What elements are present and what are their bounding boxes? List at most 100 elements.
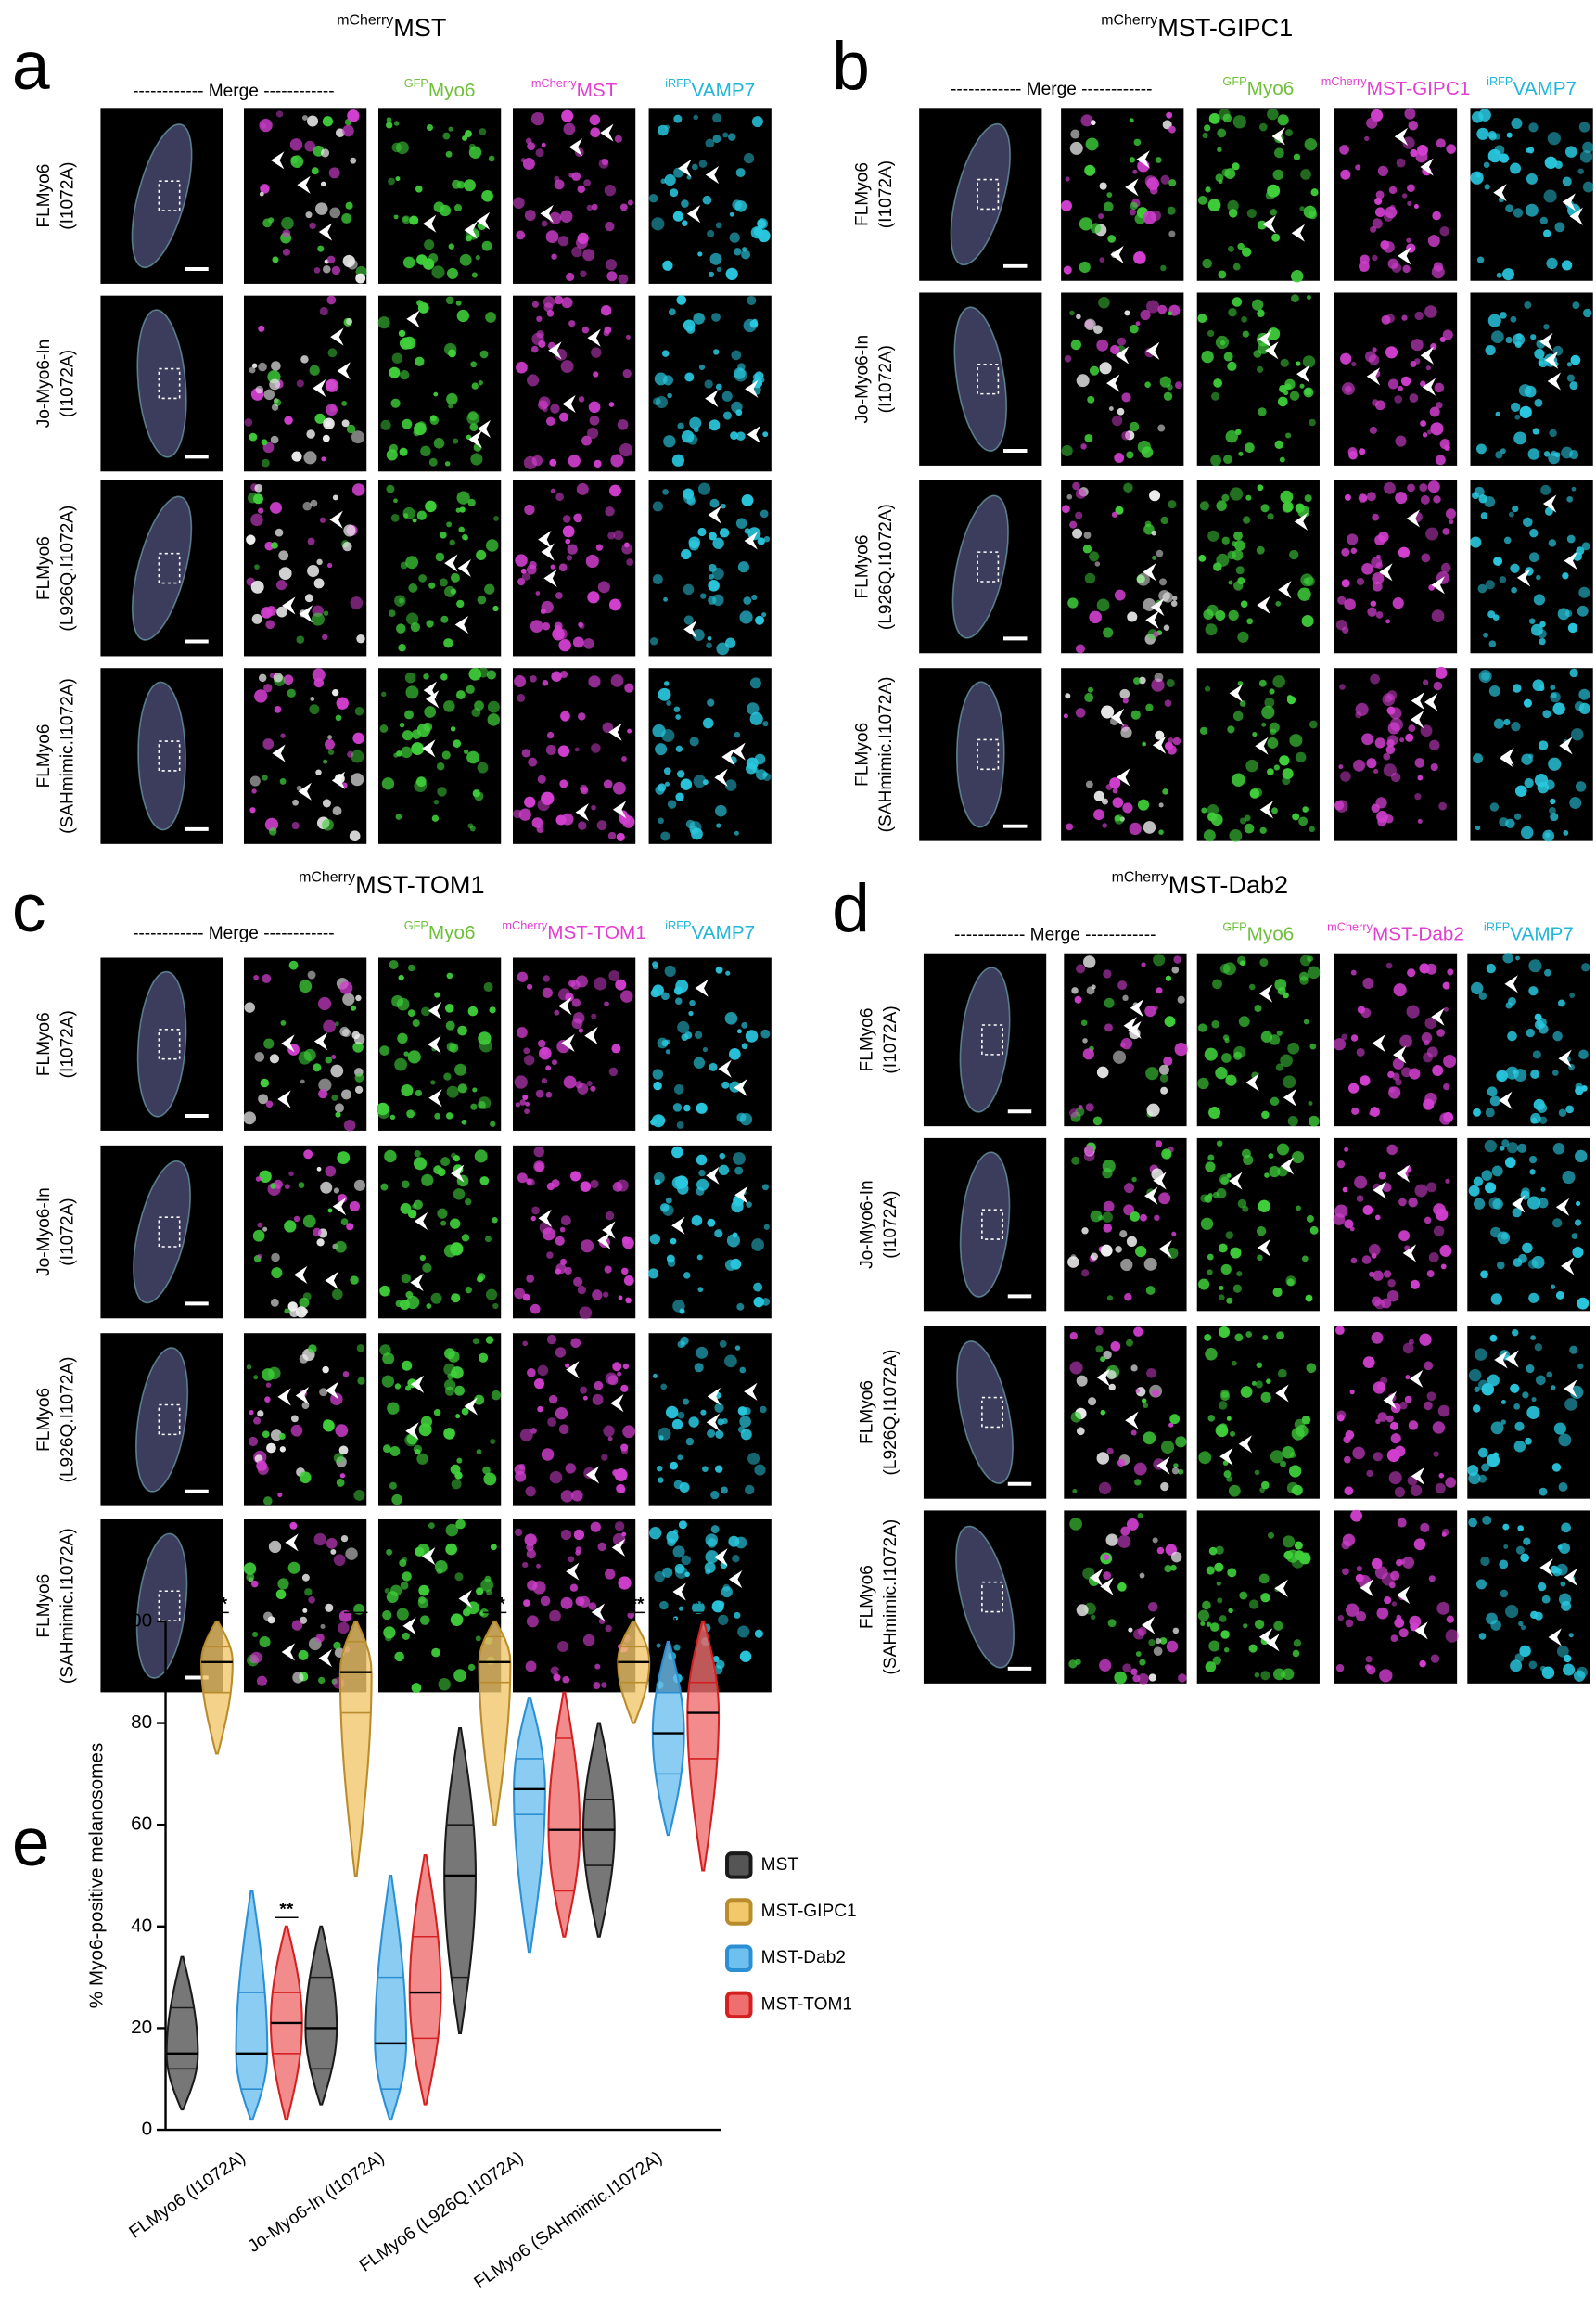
row-label: Jo-Myo6-In bbox=[853, 335, 873, 424]
granule bbox=[1132, 1674, 1141, 1683]
granule bbox=[1510, 315, 1517, 323]
cell-image bbox=[923, 953, 1047, 1127]
granule bbox=[1528, 986, 1539, 996]
granule bbox=[470, 361, 478, 368]
granule bbox=[1430, 422, 1444, 436]
granule bbox=[1484, 184, 1490, 190]
granule bbox=[1276, 1331, 1284, 1340]
granule bbox=[1500, 1232, 1509, 1240]
granule bbox=[1094, 561, 1101, 567]
granule bbox=[443, 700, 455, 712]
row-label: (SAHmimic.I1072A) bbox=[876, 677, 896, 833]
arrowhead bbox=[464, 1397, 478, 1416]
granule bbox=[709, 252, 722, 265]
granule bbox=[522, 1561, 529, 1569]
granule bbox=[754, 1629, 763, 1638]
granule bbox=[564, 1266, 572, 1275]
granule bbox=[1566, 374, 1576, 382]
granule bbox=[1144, 1006, 1156, 1018]
arrowhead bbox=[747, 425, 761, 444]
zoom-image bbox=[648, 1145, 772, 1319]
arrowhead bbox=[1110, 708, 1125, 726]
channel-superscript: iRFP bbox=[665, 76, 691, 90]
arrowhead bbox=[1294, 512, 1309, 531]
granule bbox=[550, 488, 556, 494]
granule bbox=[284, 416, 293, 425]
granule bbox=[608, 598, 621, 611]
granule bbox=[683, 615, 694, 625]
granule bbox=[563, 122, 576, 135]
granule bbox=[704, 379, 713, 389]
granule bbox=[1513, 1258, 1523, 1267]
granule bbox=[387, 1402, 400, 1415]
granule bbox=[1350, 1509, 1362, 1522]
granule bbox=[1223, 1470, 1232, 1479]
arrowhead bbox=[1106, 374, 1120, 392]
granule bbox=[405, 1290, 414, 1299]
arrowhead bbox=[422, 1547, 436, 1566]
significance: *** bbox=[207, 1595, 228, 1614]
granule bbox=[1447, 968, 1454, 976]
granule bbox=[1577, 168, 1584, 174]
granule bbox=[1132, 677, 1141, 685]
arrowhead bbox=[1115, 346, 1130, 365]
granule bbox=[1087, 395, 1095, 404]
granule bbox=[462, 1608, 471, 1617]
granule bbox=[1308, 211, 1318, 220]
arrowhead bbox=[1245, 1073, 1259, 1092]
granule bbox=[1304, 388, 1312, 396]
granule bbox=[1119, 1230, 1128, 1238]
granule bbox=[542, 987, 553, 998]
granule bbox=[1130, 1211, 1140, 1222]
granule bbox=[250, 1580, 259, 1588]
granule bbox=[382, 1609, 392, 1621]
granule bbox=[1134, 1479, 1142, 1486]
granule bbox=[1383, 763, 1397, 777]
row-label: (SAHmimic.I1072A) bbox=[57, 1528, 77, 1684]
arrowhead bbox=[299, 605, 313, 623]
zoom-image bbox=[1064, 1137, 1187, 1312]
arrowhead bbox=[1291, 224, 1306, 242]
granule bbox=[258, 1094, 269, 1105]
granule bbox=[1166, 111, 1173, 119]
granule bbox=[1510, 162, 1522, 174]
granule bbox=[1414, 793, 1422, 801]
granule bbox=[1239, 817, 1247, 825]
title-main: MST-GIPC1 bbox=[1157, 13, 1293, 42]
channel-name: Myo6 bbox=[428, 922, 476, 943]
granule bbox=[1386, 1144, 1398, 1156]
granule bbox=[537, 1364, 549, 1377]
granule bbox=[334, 1103, 345, 1113]
granule bbox=[1277, 114, 1289, 126]
granule bbox=[255, 385, 264, 394]
granule bbox=[275, 1589, 287, 1600]
granule bbox=[1510, 1383, 1520, 1393]
arrowhead bbox=[561, 1033, 575, 1053]
granule bbox=[455, 300, 462, 306]
row-label: (L926Q.I1072A) bbox=[881, 1349, 900, 1475]
granule bbox=[1063, 713, 1068, 719]
granule bbox=[724, 637, 736, 648]
granule bbox=[526, 1178, 533, 1185]
granule bbox=[443, 1072, 452, 1081]
granule bbox=[317, 245, 325, 252]
granule bbox=[290, 1424, 303, 1437]
granule bbox=[1092, 1116, 1103, 1126]
granule bbox=[1490, 1293, 1503, 1305]
granule bbox=[652, 501, 663, 512]
granule bbox=[588, 401, 601, 414]
row-label: (I1072A) bbox=[57, 161, 77, 229]
granule bbox=[1223, 962, 1236, 976]
granule bbox=[1424, 1216, 1432, 1224]
granule bbox=[329, 207, 341, 219]
granule bbox=[1117, 337, 1127, 346]
arrowhead bbox=[562, 394, 576, 414]
granule bbox=[602, 722, 614, 734]
granule bbox=[1473, 753, 1484, 764]
granule bbox=[1076, 314, 1081, 320]
channel-name: Myo6 bbox=[1247, 79, 1295, 100]
granule bbox=[741, 1021, 748, 1029]
granule bbox=[1200, 1217, 1214, 1230]
granule bbox=[329, 404, 337, 412]
granule bbox=[1435, 666, 1448, 679]
